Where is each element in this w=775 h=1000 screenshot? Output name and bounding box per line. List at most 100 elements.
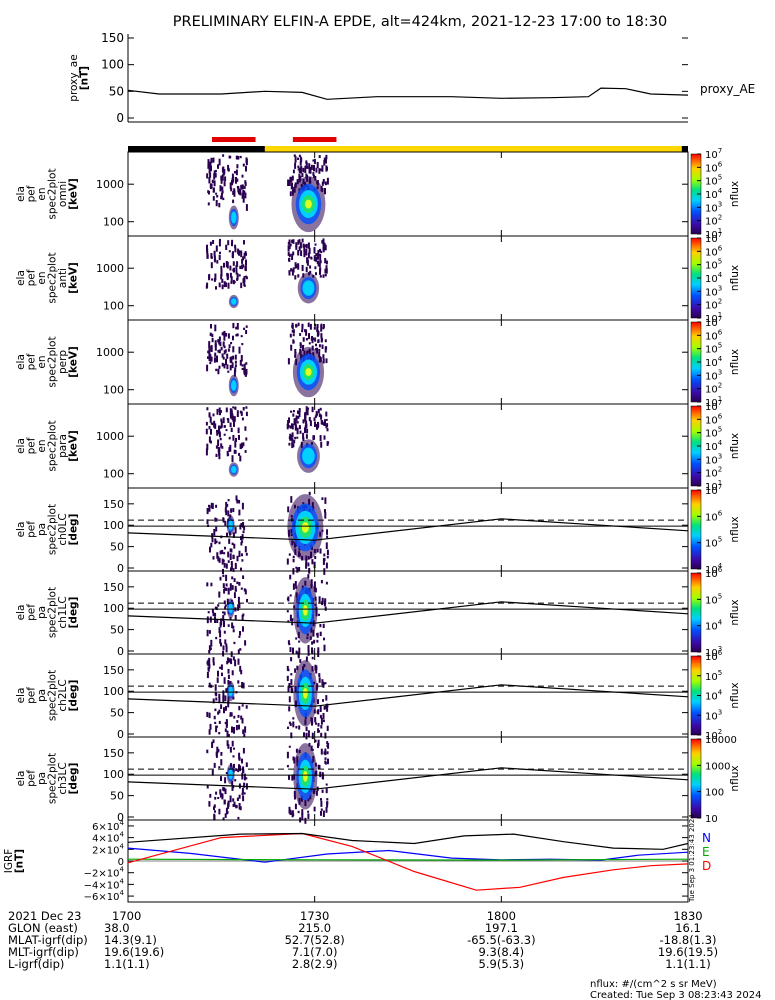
data-speckle	[300, 250, 303, 257]
data-speckle	[224, 546, 226, 550]
data-speckle	[231, 542, 234, 546]
data-speckle	[316, 161, 319, 169]
time-cell: -18.8(1.3)	[659, 933, 716, 947]
data-speckle	[218, 425, 220, 432]
data-speckle	[227, 418, 230, 423]
y-tick-label: 100	[103, 216, 124, 229]
data-speckle	[286, 558, 289, 565]
data-speckle	[216, 619, 219, 623]
data-speckle	[214, 691, 217, 696]
data-speckle	[289, 647, 292, 653]
data-speckle	[214, 684, 217, 691]
colorbar-tick-label: 101	[705, 395, 722, 409]
data-speckle	[288, 683, 291, 688]
data-speckle	[234, 659, 237, 667]
data-speckle	[313, 586, 316, 592]
data-speckle	[297, 410, 299, 414]
colorbar	[690, 738, 702, 819]
data-speckle	[221, 353, 224, 358]
colorbar-tick-label: 104	[705, 187, 723, 201]
data-speckle	[237, 816, 240, 820]
y-tick-label: 1000	[96, 346, 124, 359]
data-speckle	[228, 538, 231, 544]
data-speckle	[242, 163, 245, 167]
data-speckle	[295, 748, 298, 753]
data-speckle	[209, 332, 212, 337]
y-tick-label: 100	[103, 768, 124, 781]
data-speckle	[218, 339, 221, 345]
data-speckle	[231, 362, 234, 369]
data-speckle	[239, 265, 242, 270]
data-speckle	[291, 423, 294, 430]
data-speckle	[215, 504, 218, 508]
data-speckle	[236, 499, 239, 504]
data-speckle	[222, 583, 225, 589]
data-speckle	[305, 243, 308, 249]
y-axis-label-line: ch1LC	[57, 596, 69, 628]
igrf-legend-N: N	[702, 831, 711, 845]
data-speckle	[231, 179, 233, 186]
data-speckle	[227, 587, 230, 595]
y-axis-label-line: pef	[25, 437, 37, 454]
data-speckle	[223, 336, 226, 341]
data-speckle	[294, 275, 297, 280]
data-speckle	[208, 412, 211, 418]
data-speckle	[210, 428, 212, 435]
data-speckle	[225, 643, 228, 647]
data-speckle	[288, 696, 291, 703]
data-speckle	[290, 657, 293, 662]
data-speckle	[317, 723, 320, 727]
data-speckle	[311, 647, 313, 654]
y-tick-label: −2×104	[84, 866, 125, 880]
data-speckle	[217, 556, 220, 562]
data-speckle	[216, 552, 219, 559]
data-speckle	[299, 430, 302, 434]
data-speckle	[235, 265, 238, 272]
data-speckle	[245, 705, 248, 709]
data-speckle	[223, 630, 226, 634]
colorbar-label: nflux	[729, 349, 741, 375]
data-speckle	[214, 423, 217, 429]
data-speckle	[241, 792, 244, 796]
colorbar-tick-label: 104	[705, 271, 723, 285]
y-axis-label-line: pef	[25, 521, 37, 538]
y-axis-label-line: IGRF	[3, 849, 15, 874]
data-speckle	[218, 254, 221, 261]
data-speckle	[296, 179, 299, 184]
panels: proxy_ae[nT]150100500proxy_AEelapefenspe…	[3, 31, 756, 903]
data-speckle	[211, 608, 214, 613]
y-axis-label-line: spec2plot	[46, 670, 58, 721]
y-axis-label-line: en	[36, 439, 48, 452]
data-speckle	[289, 333, 292, 338]
data-speckle	[241, 553, 243, 557]
data-speckle	[224, 722, 227, 725]
data-speckle	[289, 614, 292, 622]
data-speckle	[222, 154, 225, 157]
data-speckle	[237, 427, 240, 434]
y-axis-label-line: pef	[25, 185, 37, 202]
flux-patch	[231, 211, 237, 224]
data-speckle	[238, 582, 241, 586]
data-speckle	[319, 771, 322, 778]
data-speckle	[292, 813, 295, 816]
data-speckle	[209, 647, 212, 650]
y-axis-label-line: [nT]	[13, 849, 25, 873]
data-speckle	[217, 439, 220, 447]
data-speckle	[299, 342, 302, 346]
data-speckle	[243, 367, 246, 374]
data-speckle	[321, 597, 324, 603]
colorbar-tick-label: 106	[705, 509, 723, 523]
data-speckle	[242, 189, 245, 197]
data-speckle	[214, 352, 217, 357]
data-speckle	[299, 161, 302, 166]
data-speckle	[239, 665, 242, 672]
y-axis-label-line: proxy_ae	[68, 54, 80, 101]
data-speckle	[327, 758, 329, 765]
data-speckle	[245, 259, 247, 266]
data-speckle	[214, 517, 217, 522]
data-speckle	[311, 718, 314, 725]
data-speckle	[215, 286, 217, 290]
data-speckle	[227, 800, 230, 807]
data-speckle	[230, 658, 233, 665]
data-speckle	[238, 635, 241, 638]
